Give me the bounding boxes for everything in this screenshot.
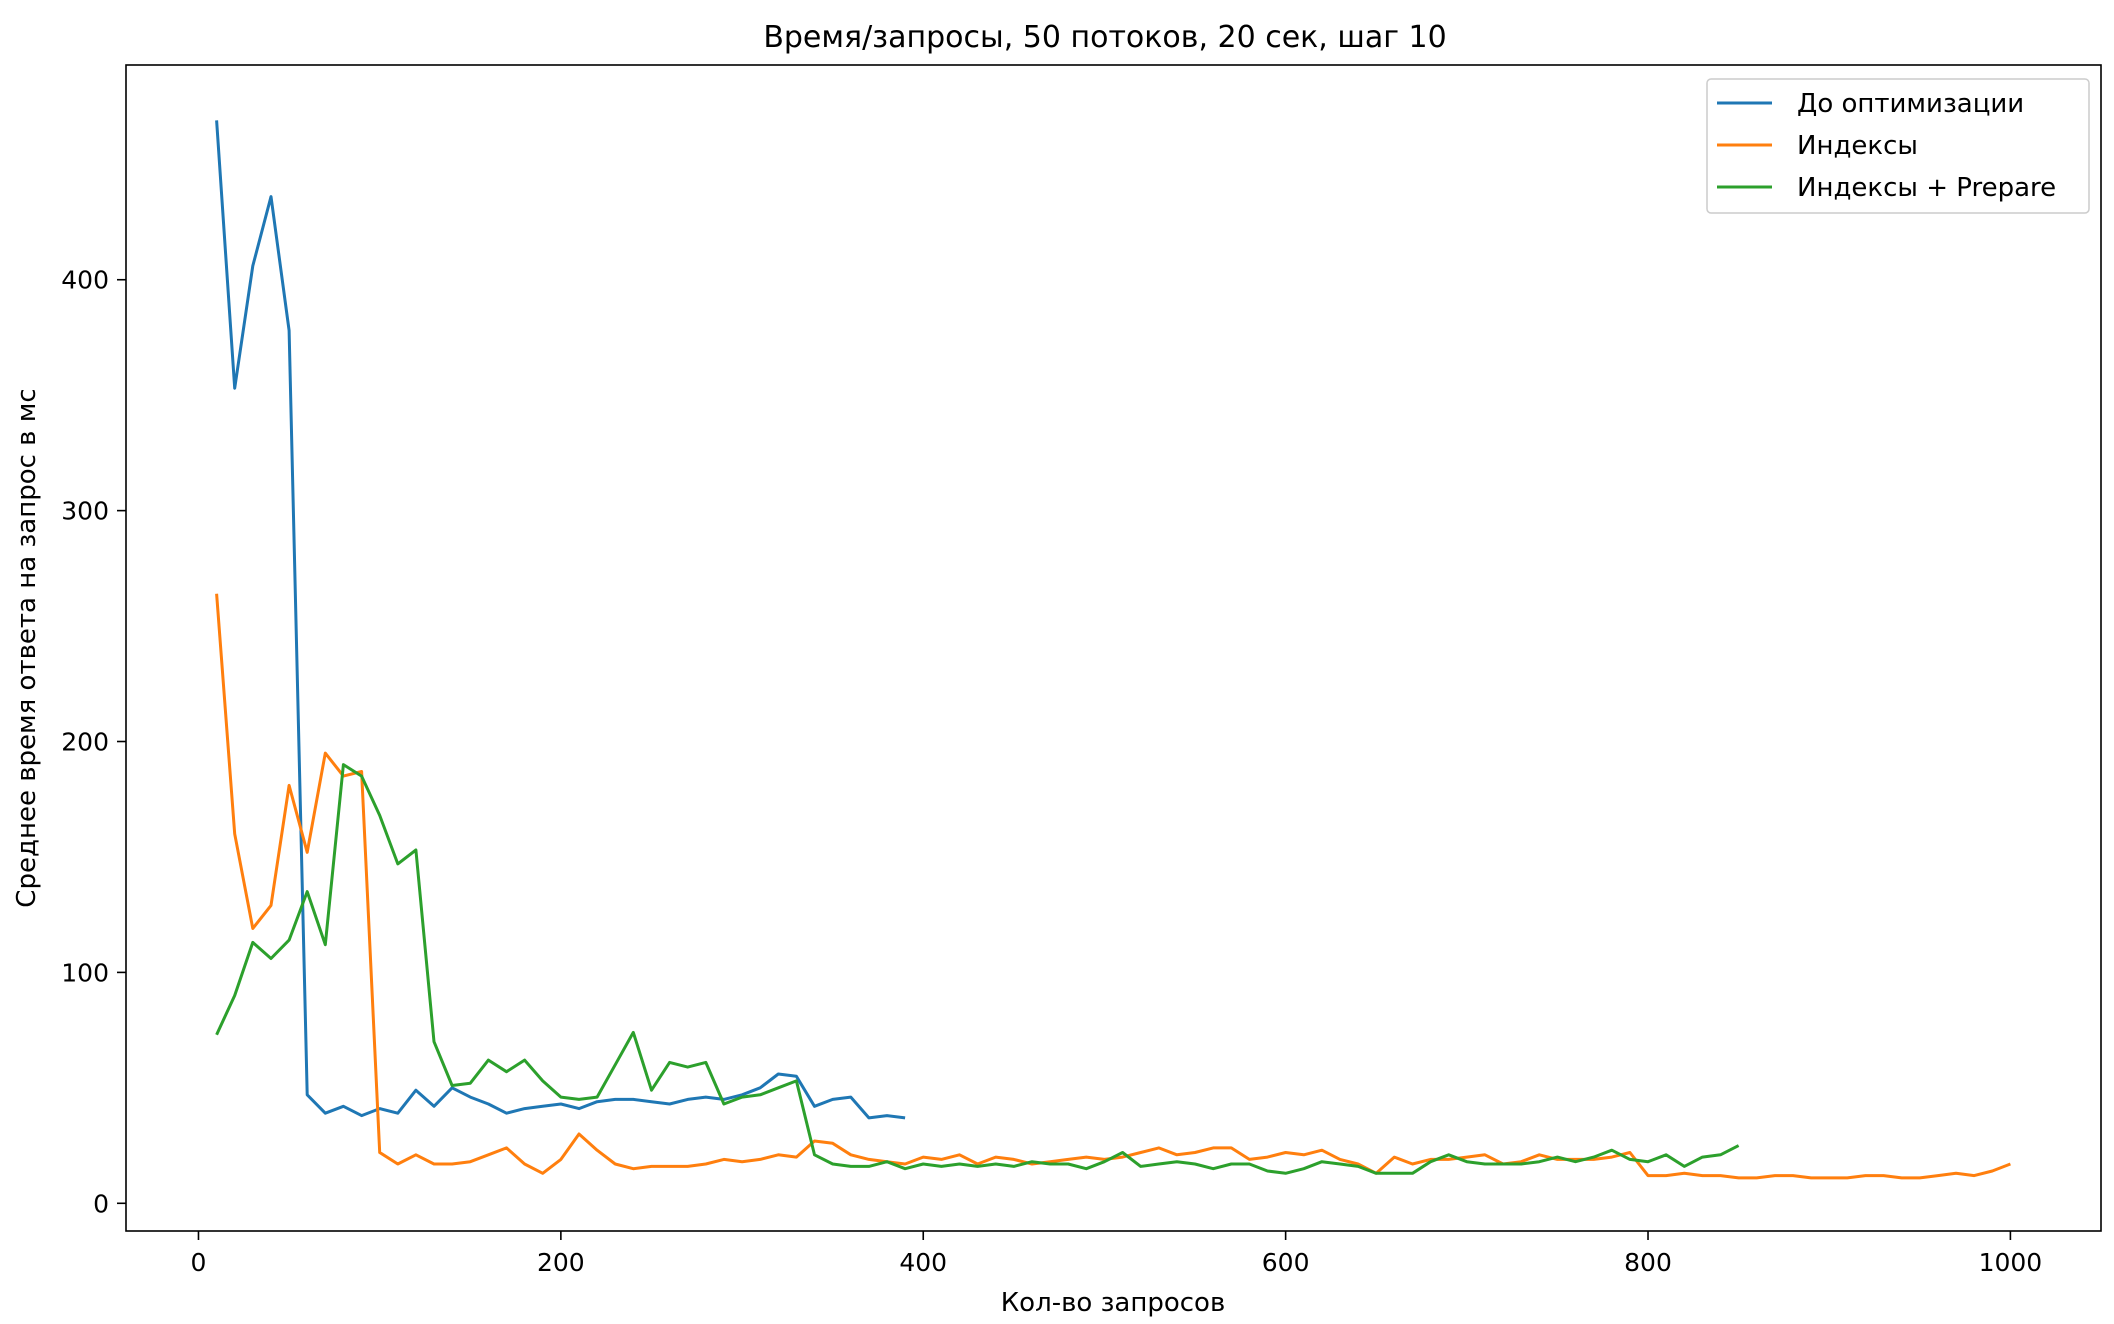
legend: До оптимизации Индексы Индексы + Prepare — [1706, 78, 2090, 214]
x-tick-label: 600 — [1262, 1248, 1310, 1277]
y-axis: 0 100 200 300 400 — [61, 266, 126, 1218]
legend-label-indexes: Индексы — [1797, 131, 1918, 161]
y-tick-label: 400 — [61, 266, 109, 295]
x-axis-label: Кол-во запросов — [1001, 1288, 1226, 1318]
legend-box — [1706, 78, 2090, 214]
series-line-before-optimization — [215, 120, 906, 1120]
plot-area — [125, 64, 2102, 1232]
y-axis-label: Среднее время ответа на запрос в мс — [12, 388, 42, 907]
y-tick-label: 300 — [61, 497, 109, 526]
y-tick-label: 100 — [61, 958, 109, 987]
series-lines — [215, 120, 2011, 1180]
series-line-indexes-prepare — [215, 763, 1740, 1175]
x-tick-label: 1000 — [1979, 1248, 2043, 1277]
chart-title: Время/запросы, 50 потоков, 20 сек, шаг 1… — [763, 20, 1446, 55]
y-tick-label: 200 — [61, 728, 109, 757]
x-tick-label: 200 — [537, 1248, 585, 1277]
x-tick-label: 400 — [899, 1248, 947, 1277]
x-axis: 0 200 400 600 800 1000 — [191, 1231, 2043, 1277]
legend-label-indexes-prepare: Индексы + Prepare — [1797, 173, 2056, 203]
x-tick-label: 0 — [191, 1248, 207, 1277]
legend-label-before-optimization: До оптимизации — [1797, 89, 2024, 119]
x-tick-label: 800 — [1624, 1248, 1672, 1277]
y-tick-label: 0 — [93, 1189, 109, 1218]
